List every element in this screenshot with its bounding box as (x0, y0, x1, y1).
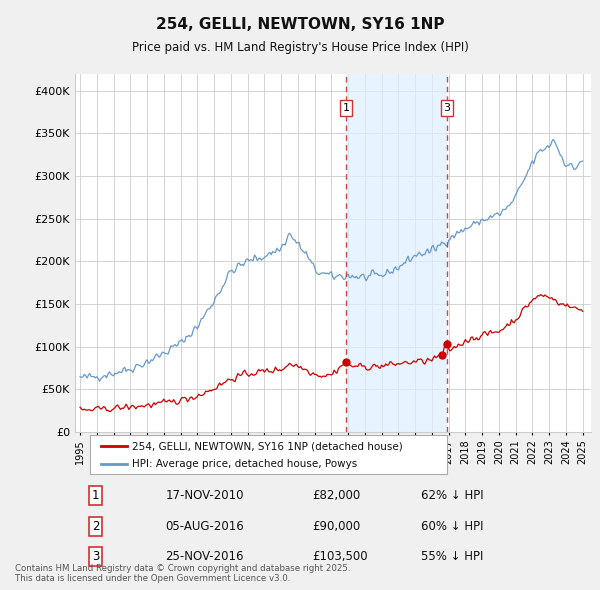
Text: 05-AUG-2016: 05-AUG-2016 (166, 520, 244, 533)
Text: Contains HM Land Registry data © Crown copyright and database right 2025.
This d: Contains HM Land Registry data © Crown c… (15, 563, 350, 583)
Text: 3: 3 (92, 550, 100, 563)
Text: 25-NOV-2016: 25-NOV-2016 (166, 550, 244, 563)
Bar (346, 74, 447, 432)
Bar (91, 435, 446, 474)
Text: 254, GELLI, NEWTOWN, SY16 1NP: 254, GELLI, NEWTOWN, SY16 1NP (156, 18, 444, 32)
Text: 17-NOV-2010: 17-NOV-2010 (166, 489, 244, 502)
Text: £103,500: £103,500 (313, 550, 368, 563)
Text: 1: 1 (92, 489, 100, 502)
Text: 1: 1 (343, 103, 350, 113)
Text: 55% ↓ HPI: 55% ↓ HPI (421, 550, 483, 563)
Text: 2: 2 (92, 520, 100, 533)
Text: 3: 3 (443, 103, 451, 113)
Text: £82,000: £82,000 (313, 489, 361, 502)
Text: £90,000: £90,000 (313, 520, 361, 533)
Text: HPI: Average price, detached house, Powys: HPI: Average price, detached house, Powy… (132, 459, 357, 468)
Text: 62% ↓ HPI: 62% ↓ HPI (421, 489, 484, 502)
Text: Price paid vs. HM Land Registry's House Price Index (HPI): Price paid vs. HM Land Registry's House … (131, 41, 469, 54)
Text: 60% ↓ HPI: 60% ↓ HPI (421, 520, 483, 533)
Text: 254, GELLI, NEWTOWN, SY16 1NP (detached house): 254, GELLI, NEWTOWN, SY16 1NP (detached … (132, 441, 403, 451)
